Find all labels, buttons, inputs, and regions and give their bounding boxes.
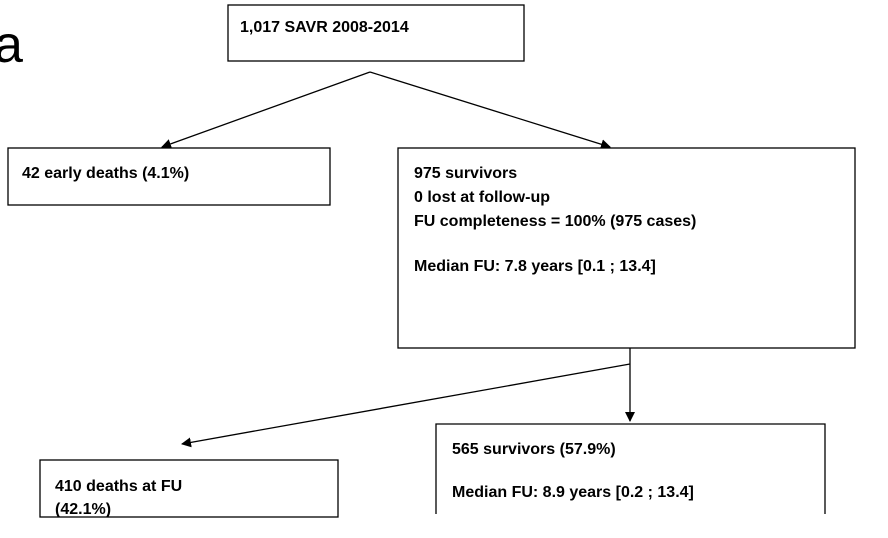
node-text: 0 lost at follow-up bbox=[414, 189, 550, 206]
node-text: 565 survivors (57.9%) bbox=[452, 441, 616, 458]
node-box bbox=[39, 459, 339, 518]
node-box bbox=[435, 423, 826, 514]
node-text: 975 survivors bbox=[414, 165, 517, 182]
node-box bbox=[227, 4, 525, 62]
node-text: (42.1%) bbox=[55, 501, 111, 518]
node-text: 42 early deaths (4.1%) bbox=[22, 165, 189, 182]
arrow bbox=[181, 363, 631, 448]
node-text: Median FU: 8.9 years [0.2 ; 13.4] bbox=[452, 484, 694, 501]
node-box bbox=[7, 147, 331, 206]
arrow bbox=[161, 71, 371, 149]
node-box bbox=[397, 147, 856, 349]
node-text: Median FU: 7.8 years [0.1 ; 13.4] bbox=[414, 258, 656, 275]
arrow bbox=[369, 71, 611, 150]
cropped-text: a bbox=[0, 16, 23, 74]
node-text: FU completeness = 100% (975 cases) bbox=[414, 213, 696, 230]
node-text: 1,017 SAVR 2008-2014 bbox=[240, 19, 409, 36]
node-text: 410 deaths at FU bbox=[55, 478, 182, 495]
